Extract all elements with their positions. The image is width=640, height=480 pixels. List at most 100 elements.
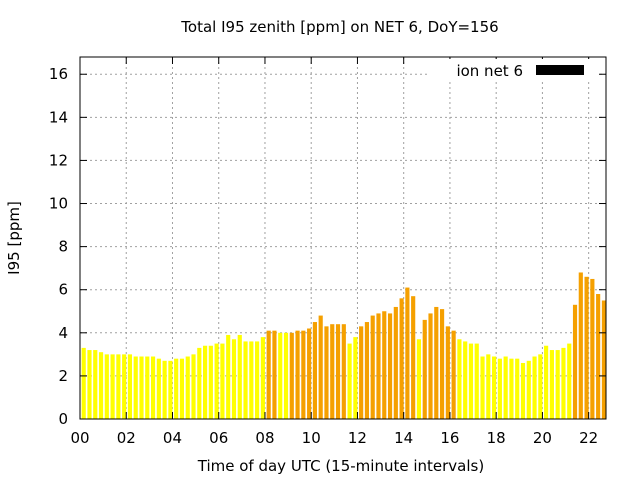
x-tick-label: 18 xyxy=(487,429,506,447)
bar xyxy=(428,313,433,419)
bar xyxy=(191,354,196,419)
bar xyxy=(382,311,387,419)
bar xyxy=(474,343,479,419)
bar xyxy=(601,300,606,419)
bar xyxy=(260,337,265,419)
y-tick-label: 8 xyxy=(58,238,68,256)
bar xyxy=(231,339,237,419)
bar xyxy=(197,347,202,419)
bar xyxy=(133,356,138,419)
chart-title: Total I95 zenith [ppm] on NET 6, DoY=156 xyxy=(180,18,498,36)
bar xyxy=(509,358,514,419)
y-tick-label: 6 xyxy=(58,281,68,299)
bar xyxy=(324,326,329,419)
bar xyxy=(110,354,115,419)
bar xyxy=(463,341,468,419)
legend: ion net 6 xyxy=(428,59,598,81)
y-tick-label: 0 xyxy=(58,410,68,428)
y-axis-ticks: 0 2 4 6 8 10 12 14 16 xyxy=(49,65,606,428)
bar xyxy=(150,356,156,419)
bar xyxy=(532,356,537,419)
bar xyxy=(439,309,445,419)
legend-label: ion net 6 xyxy=(456,62,523,80)
bar xyxy=(572,304,578,419)
bar xyxy=(179,358,185,419)
x-tick-label: 02 xyxy=(117,429,136,447)
x-axis-label: Time of day UTC (15-minute intervals) xyxy=(197,457,484,475)
y-tick-label: 12 xyxy=(49,151,68,169)
bar xyxy=(480,356,485,419)
bar xyxy=(98,352,104,419)
bar xyxy=(272,330,277,419)
bar xyxy=(295,330,300,419)
bar xyxy=(457,339,462,419)
bar xyxy=(243,341,248,419)
bar xyxy=(87,350,92,419)
bar xyxy=(549,350,554,419)
bar xyxy=(237,334,242,419)
bar xyxy=(451,330,456,419)
bar xyxy=(347,343,352,419)
x-tick-label: 12 xyxy=(348,429,367,447)
bar xyxy=(301,330,306,419)
bar xyxy=(139,356,144,419)
bar xyxy=(104,354,109,419)
bar xyxy=(515,358,520,419)
bar xyxy=(81,347,86,419)
bar xyxy=(555,350,560,419)
x-tick-label: 08 xyxy=(255,429,274,447)
bar xyxy=(203,345,208,419)
bar xyxy=(162,360,167,419)
bar xyxy=(544,345,549,419)
bar xyxy=(185,356,190,419)
bar xyxy=(376,313,381,419)
bar xyxy=(492,356,497,419)
bars xyxy=(81,272,606,419)
bar xyxy=(226,334,231,419)
y-tick-label: 10 xyxy=(49,195,68,213)
x-tick-label: 20 xyxy=(533,429,552,447)
x-tick-label: 16 xyxy=(440,429,459,447)
bar xyxy=(416,339,422,419)
legend-background xyxy=(428,59,598,81)
bar xyxy=(335,324,341,419)
bar xyxy=(255,341,260,419)
bar xyxy=(434,306,439,419)
bar xyxy=(93,350,98,419)
bar xyxy=(596,294,601,419)
bar xyxy=(486,354,491,419)
bar xyxy=(399,298,404,419)
x-tick-label: 22 xyxy=(579,429,598,447)
bar xyxy=(208,345,213,419)
bar xyxy=(393,306,398,419)
bar xyxy=(561,347,566,419)
bar xyxy=(214,343,219,419)
legend-swatch xyxy=(536,65,584,75)
x-tick-label: 00 xyxy=(70,429,89,447)
bar xyxy=(312,322,317,419)
bar xyxy=(584,276,589,419)
bar xyxy=(578,272,583,419)
bar xyxy=(289,332,294,419)
bar xyxy=(359,326,364,419)
bar xyxy=(116,354,121,419)
bar xyxy=(387,313,393,419)
bar xyxy=(590,278,595,419)
x-tick-label: 10 xyxy=(302,429,321,447)
bar xyxy=(497,358,502,419)
bar xyxy=(278,332,283,419)
bar xyxy=(249,341,254,419)
bar xyxy=(353,337,358,419)
bar xyxy=(503,356,508,419)
bar xyxy=(168,360,173,419)
bar xyxy=(330,324,335,419)
bar xyxy=(567,343,572,419)
y-axis-label: I95 [ppm] xyxy=(5,201,23,275)
bar xyxy=(283,332,289,419)
bar xyxy=(405,287,410,419)
bar xyxy=(445,326,450,419)
bar xyxy=(422,319,427,419)
x-tick-label: 14 xyxy=(394,429,413,447)
x-tick-label: 04 xyxy=(163,429,182,447)
y-tick-label: 14 xyxy=(49,108,68,126)
